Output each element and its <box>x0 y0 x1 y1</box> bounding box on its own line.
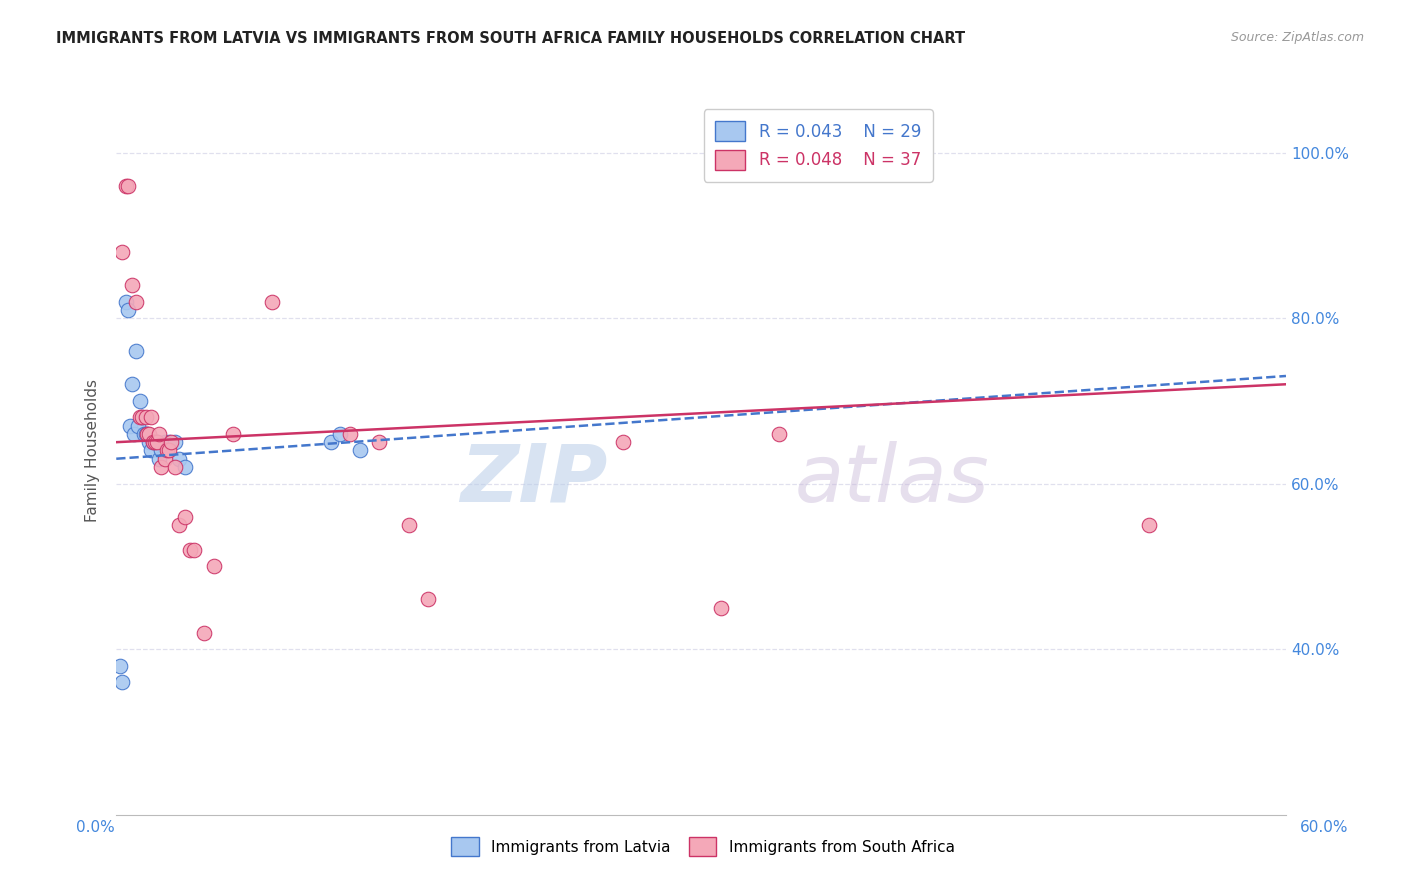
Text: 0.0%: 0.0% <box>76 821 115 835</box>
Point <box>418 592 440 607</box>
Point <box>329 426 352 441</box>
Point <box>262 294 284 309</box>
Point <box>143 435 166 450</box>
Point <box>173 460 195 475</box>
Point <box>131 410 153 425</box>
Point <box>153 451 176 466</box>
Point <box>202 559 225 574</box>
Point <box>167 517 190 532</box>
Point <box>142 435 165 450</box>
Point <box>141 443 163 458</box>
Point <box>167 451 190 466</box>
Point <box>142 435 165 450</box>
Point <box>150 460 173 475</box>
Legend: Immigrants from Latvia, Immigrants from South Africa: Immigrants from Latvia, Immigrants from … <box>446 831 960 862</box>
Point <box>157 435 180 450</box>
Point <box>127 418 149 433</box>
Point <box>117 178 139 193</box>
Point <box>183 542 205 557</box>
Point <box>118 418 141 433</box>
Y-axis label: Family Households: Family Households <box>86 379 100 522</box>
Point <box>150 443 173 458</box>
Point <box>146 435 169 450</box>
Point <box>157 443 180 458</box>
Point <box>163 435 186 450</box>
Point <box>146 435 169 450</box>
Point <box>319 435 342 450</box>
Text: ZIP: ZIP <box>460 441 607 518</box>
Point <box>148 426 170 441</box>
Point <box>115 178 138 193</box>
Point <box>148 451 170 466</box>
Point <box>108 658 131 673</box>
Point <box>122 426 145 441</box>
Point <box>138 435 160 450</box>
Point <box>111 675 134 690</box>
Point <box>349 443 371 458</box>
Point <box>115 294 138 309</box>
Point <box>160 435 183 450</box>
Text: atlas: atlas <box>794 441 990 518</box>
Point <box>117 302 139 317</box>
Legend: R = 0.043    N = 29, R = 0.048    N = 37: R = 0.043 N = 29, R = 0.048 N = 37 <box>703 109 932 182</box>
Point <box>121 377 143 392</box>
Point <box>141 410 163 425</box>
Text: Source: ZipAtlas.com: Source: ZipAtlas.com <box>1230 31 1364 45</box>
Point <box>136 426 159 441</box>
Point <box>131 410 153 425</box>
Point <box>179 542 201 557</box>
Point <box>128 410 150 425</box>
Point <box>768 426 790 441</box>
Point <box>173 509 195 524</box>
Point <box>143 435 166 450</box>
Point <box>398 517 420 532</box>
Point <box>136 426 159 441</box>
Point <box>138 426 160 441</box>
Point <box>163 460 186 475</box>
Point <box>111 244 134 259</box>
Point <box>125 294 148 309</box>
Point <box>153 435 176 450</box>
Point <box>125 344 148 359</box>
Point <box>134 410 156 425</box>
Point <box>134 426 156 441</box>
Point <box>128 393 150 408</box>
Point <box>368 435 391 450</box>
Text: IMMIGRANTS FROM LATVIA VS IMMIGRANTS FROM SOUTH AFRICA FAMILY HOUSEHOLDS CORRELA: IMMIGRANTS FROM LATVIA VS IMMIGRANTS FRO… <box>56 31 966 46</box>
Point <box>1139 517 1161 532</box>
Point <box>339 426 361 441</box>
Point <box>132 426 155 441</box>
Text: 60.0%: 60.0% <box>1301 821 1348 835</box>
Point <box>710 600 733 615</box>
Point <box>222 426 245 441</box>
Point <box>121 277 143 292</box>
Point <box>612 435 634 450</box>
Point <box>193 625 215 640</box>
Point <box>156 443 179 458</box>
